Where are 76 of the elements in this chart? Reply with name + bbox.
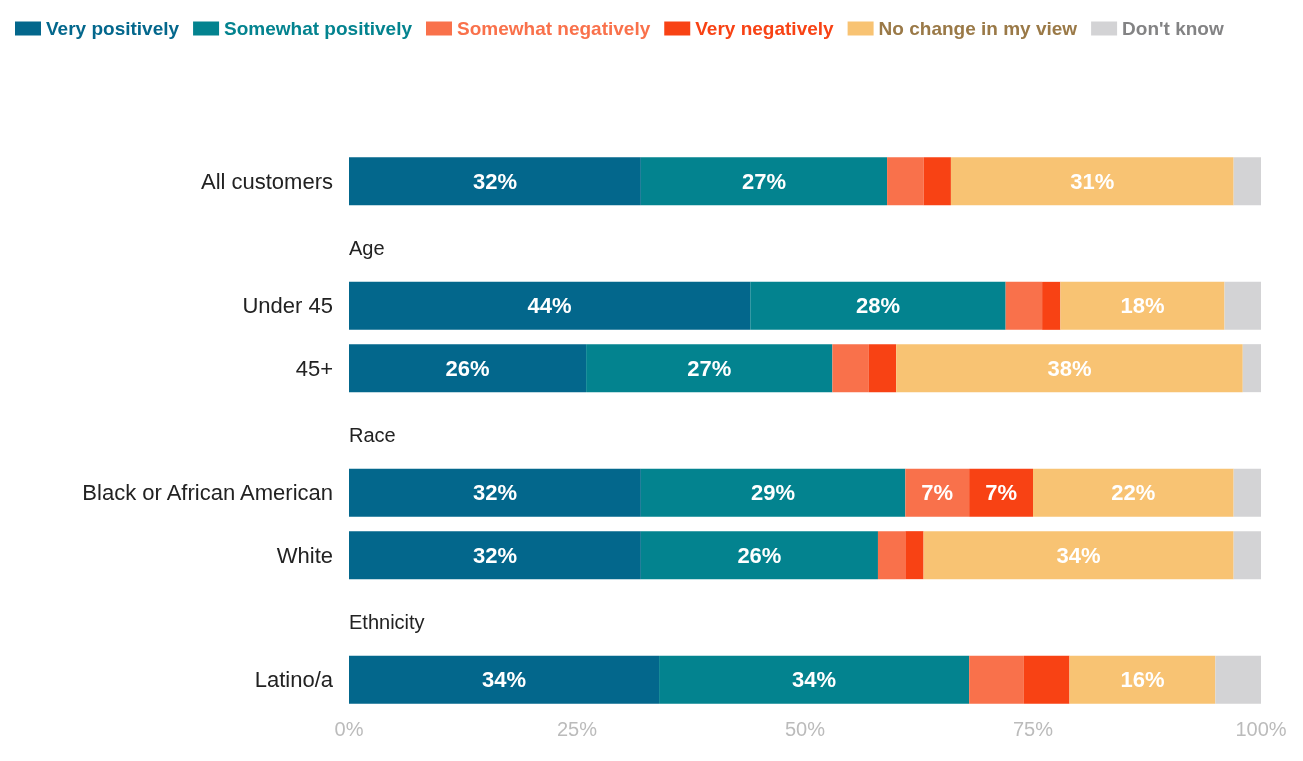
bar <box>640 468 906 517</box>
bar <box>950 157 1234 206</box>
data-label: 32% <box>472 542 517 568</box>
bar <box>969 655 1024 704</box>
bar <box>1042 281 1061 330</box>
legend-label: Very negatively <box>695 18 835 39</box>
bar <box>1242 344 1261 393</box>
data-label: 38% <box>1047 355 1092 381</box>
data-label: 32% <box>472 480 517 506</box>
bar <box>1023 655 1070 704</box>
bar <box>887 157 924 206</box>
annotation: Race <box>349 423 396 446</box>
legend-label: Somewhat negatively <box>457 18 651 39</box>
data-label: 27% <box>741 168 786 194</box>
bar <box>1069 655 1216 704</box>
data-label: 7% <box>985 480 1017 506</box>
bar <box>832 344 869 393</box>
bar <box>969 468 1033 517</box>
annotation: Age <box>349 236 385 259</box>
bar <box>877 531 906 580</box>
legend-label: Don't know <box>1122 18 1224 39</box>
bar <box>905 531 924 580</box>
bar <box>1233 468 1261 517</box>
bar <box>640 531 878 580</box>
bar <box>1233 157 1261 206</box>
bar <box>349 157 641 206</box>
data-label: 34% <box>1056 542 1101 568</box>
bar <box>659 655 970 704</box>
data-label: 27% <box>687 355 732 381</box>
data-label: 26% <box>445 355 490 381</box>
y-tick-label: Under 45 <box>242 293 333 319</box>
bar <box>349 468 641 517</box>
data-label: 18% <box>1120 293 1165 319</box>
bar <box>750 281 1006 330</box>
x-tick-label: 25% <box>556 718 598 740</box>
data-label: 34% <box>482 667 527 693</box>
bar <box>923 157 951 206</box>
y-tick-label: 45+ <box>295 355 333 381</box>
bar <box>1224 281 1261 330</box>
bar <box>349 281 751 330</box>
y-tick-label: Latino/a <box>254 667 334 693</box>
bar <box>905 468 970 517</box>
data-label: 44% <box>527 293 572 319</box>
data-label: 16% <box>1120 667 1165 693</box>
data-label: 26% <box>737 542 782 568</box>
bar <box>1060 281 1225 330</box>
bar <box>1033 468 1234 517</box>
bar <box>586 344 833 393</box>
bar <box>349 531 641 580</box>
data-label: 31% <box>1070 168 1115 194</box>
data-label: 22% <box>1111 480 1156 506</box>
data-label: 7% <box>921 480 954 506</box>
legend-label: Somewhat positively <box>224 18 413 39</box>
bar <box>1233 531 1261 580</box>
annotation: Ethnicity <box>349 610 425 633</box>
x-tick-label: 50% <box>784 718 826 740</box>
x-tick-label: 75% <box>1012 718 1054 740</box>
bar <box>640 157 888 206</box>
legend-label: No change in my view <box>878 18 1078 39</box>
y-tick-label: White <box>276 542 333 568</box>
data-label: 32% <box>472 168 517 194</box>
bar <box>1005 281 1043 330</box>
data-label: 34% <box>792 667 837 693</box>
bar <box>349 344 587 393</box>
x-tick-label: 0% <box>334 718 364 740</box>
data-label: 28% <box>855 293 900 319</box>
bar <box>896 344 1243 393</box>
bar <box>868 344 897 393</box>
bar <box>923 531 1234 580</box>
data-label: 29% <box>751 480 796 506</box>
bar <box>349 655 660 704</box>
x-tick-label: 100% <box>1235 718 1287 740</box>
legend-label: Very positively <box>46 18 180 39</box>
bar <box>1215 655 1261 704</box>
y-tick-label: All customers <box>200 168 333 194</box>
y-tick-label: Black or African American <box>82 480 333 506</box>
